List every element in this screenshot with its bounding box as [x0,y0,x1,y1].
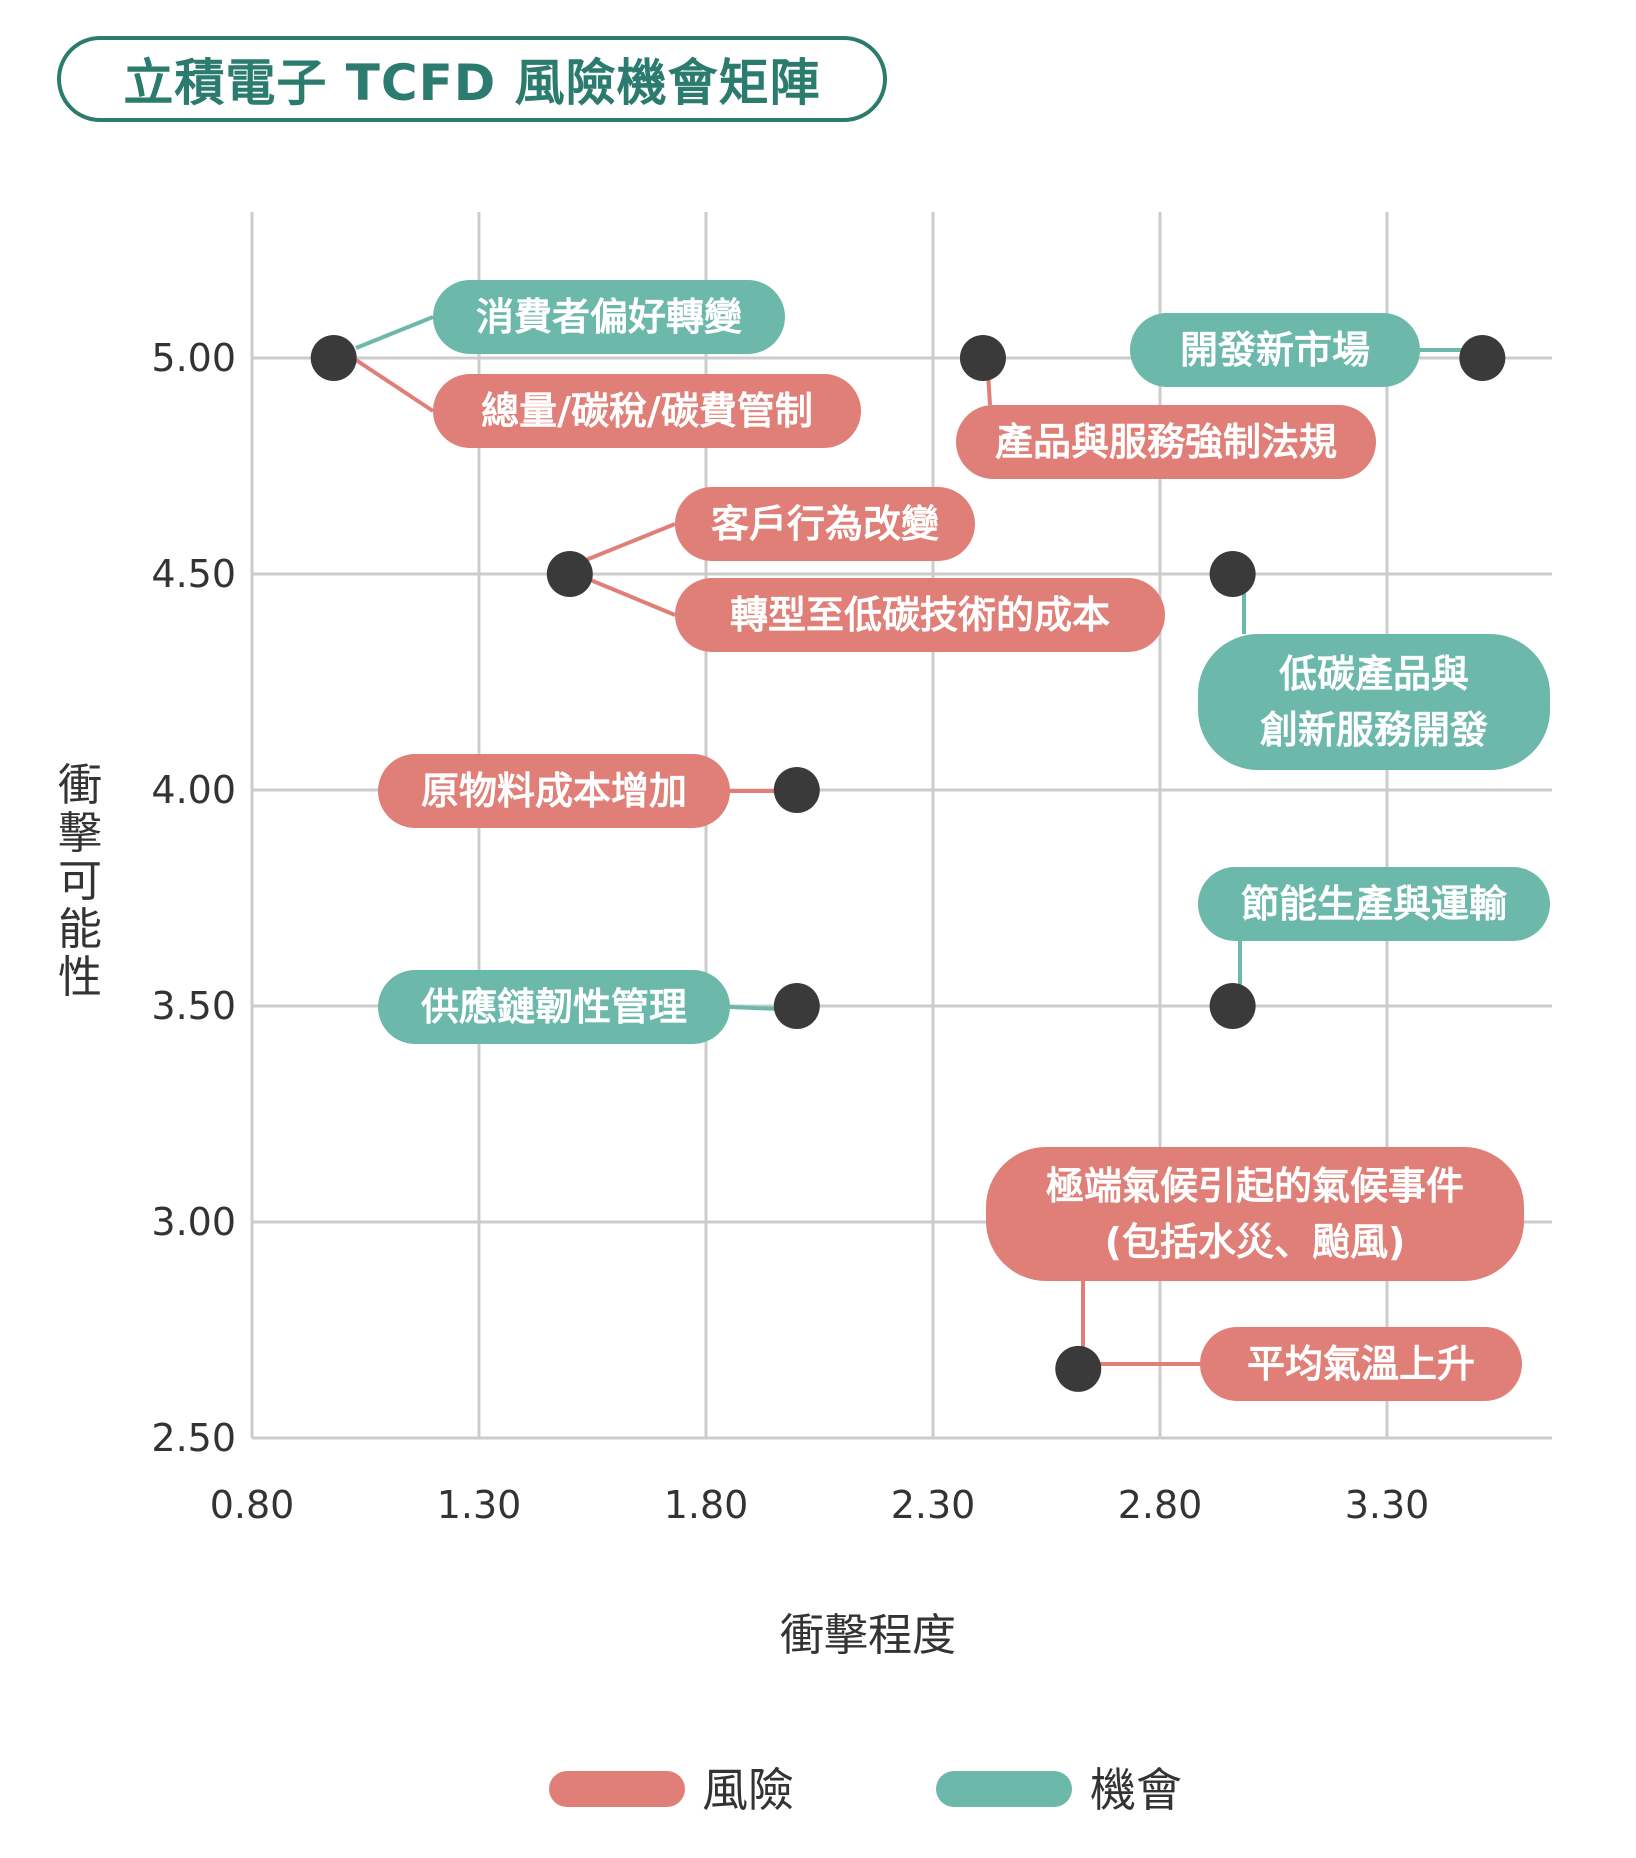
y-axis-title-char: 擊 [58,808,102,859]
y-axis-title-char: 衝 [58,760,102,811]
point-label: 產品與服務強制法規 [995,420,1337,464]
label-pill [378,970,730,1044]
y-tick-label: 2.50 [151,1416,236,1460]
legend: 風險 機會 [549,1763,1182,1817]
label-connector [355,315,434,350]
y-axis-title-char: 能 [58,904,102,955]
point-label: 轉型至低碳技術的成本 [730,593,1110,637]
data-point [1459,335,1506,381]
point-label: 開發新市場 [1180,328,1370,372]
x-tick-label: 1.30 [437,1483,522,1527]
point-label: 原物料成本增加 [421,769,687,813]
legend-label: 風險 [702,1763,794,1817]
label-pill [956,405,1376,479]
x-axis-title: 衝擊程度 [780,1610,956,1661]
y-tick-label: 4.00 [151,768,236,812]
point-label: 消費者偏好轉變 [476,295,742,339]
legend-swatch [936,1771,1072,1807]
y-tick-label: 4.50 [151,552,236,596]
label-pill [675,487,975,561]
label-pill [986,1147,1524,1281]
chart-title: 立積電子 TCFD 風險機會矩陣 [57,36,887,122]
x-tick-label: 2.30 [891,1483,976,1527]
data-point [310,335,357,381]
point-label: 客戶行為改變 [711,502,939,546]
data-point [773,983,820,1029]
label-pill [433,280,785,354]
data-point [1209,983,1256,1029]
point-label: 極端氣候引起的氣候事件 [1046,1164,1464,1208]
label-pill [1200,1327,1522,1401]
label-pill [1130,313,1420,387]
y-axis-title-char: 性 [58,952,102,1003]
point-label: 總量/碳稅/碳費管制 [481,389,813,433]
x-tick-label: 2.80 [1118,1483,1203,1527]
x-tick-label: 1.80 [664,1483,749,1527]
label-pill [675,578,1165,652]
data-points [310,335,1506,1392]
y-tick-label: 3.00 [151,1200,236,1244]
legend-label: 機會 [1090,1763,1182,1817]
point-label: 供應鏈韌性管理 [421,985,687,1029]
y-tick-label: 5.00 [151,336,236,380]
point-label: (包括水災、颱風) [1105,1220,1406,1264]
point-label: 創新服務開發 [1260,708,1488,752]
x-tick-label: 0.80 [210,1483,295,1527]
data-point [546,551,593,597]
point-label: 節能生產與運輸 [1241,882,1508,926]
label-connector [354,358,435,413]
data-point [959,335,1006,381]
data-point [1209,551,1256,597]
y-tick-label: 3.50 [151,984,236,1028]
x-tick-label: 3.30 [1345,1483,1430,1527]
y-axis-title-char: 可 [58,856,102,907]
point-label: 低碳產品與 [1279,652,1469,696]
point-label: 平均氣溫上升 [1247,1342,1475,1386]
data-point [773,767,820,813]
label-pill [1198,634,1550,770]
axis-ticks: 0.80 1.30 1.80 2.30 2.80 3.30 2.50 3.00 3.50 4.00… [151,336,1429,1527]
label-pill [378,754,730,828]
legend-swatch [549,1771,685,1807]
label-pill [1198,867,1550,941]
label-pill [433,374,861,448]
label-connector [575,522,676,566]
label-connector [575,572,676,617]
data-point [1055,1345,1102,1392]
